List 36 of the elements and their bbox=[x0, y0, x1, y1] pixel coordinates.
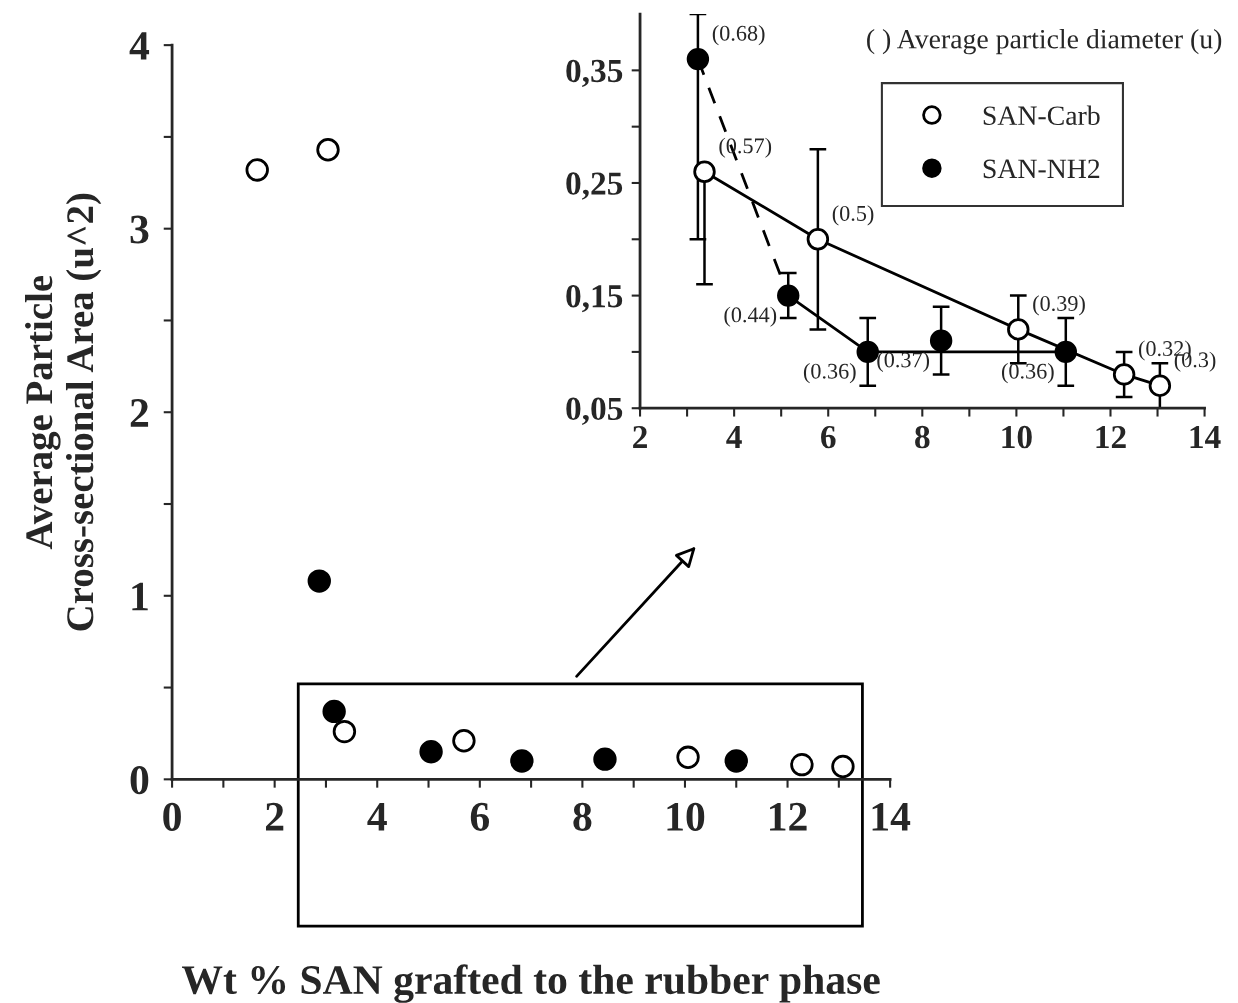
x-tick-label: 14 bbox=[1190, 426, 1221, 449]
annotation: (0.68) bbox=[712, 25, 765, 46]
annotation: (0.44) bbox=[724, 306, 777, 327]
x-tick-label: 14 bbox=[872, 802, 911, 831]
x-tick-label: 12 bbox=[1096, 425, 1126, 449]
y-tick-label: 1 bbox=[132, 582, 148, 611]
y-axis-title: Average Particle Cross-sectional Area (u^2) bbox=[25, 193, 102, 631]
x-tick-label: 4 bbox=[367, 803, 387, 831]
y-tick-label: 4 bbox=[129, 32, 150, 60]
annotation: (0.39) bbox=[1033, 295, 1085, 316]
x-tick-label: 8 bbox=[915, 425, 930, 449]
x-tick-label: 10 bbox=[667, 802, 705, 831]
y-tick-label: 0 bbox=[130, 766, 149, 795]
y-tick-label: 3 bbox=[130, 215, 149, 244]
x-tick-label: 12 bbox=[770, 802, 807, 831]
x-tick-label: 6 bbox=[470, 802, 490, 831]
x-tick-label: 10 bbox=[1002, 425, 1032, 449]
annotation: ( ) Average particle diameter (u) bbox=[867, 29, 1222, 55]
y-tick-label: 0,35 bbox=[566, 59, 623, 88]
y-tick-label: 0,05 bbox=[566, 397, 623, 425]
x-tick-label: 2 bbox=[633, 425, 647, 449]
y-tick-label: 0,25 bbox=[566, 172, 623, 200]
y-tick-label: 2 bbox=[130, 399, 149, 427]
x-tick-label: 2 bbox=[265, 802, 284, 831]
x-tick-label: 8 bbox=[573, 802, 592, 831]
x-tick-label: 4 bbox=[726, 426, 742, 449]
legend-label: SAN-NH2 bbox=[983, 159, 1100, 179]
x-axis-title: Wt % SAN grafted to the rubber phase bbox=[181, 964, 880, 1003]
legend-label: SAN-Carb bbox=[983, 105, 1100, 126]
y-tick-label: 0,15 bbox=[566, 285, 623, 313]
annotation: (0.36) bbox=[803, 363, 856, 384]
x-tick-label: 0 bbox=[163, 802, 181, 831]
annotation: (0.5) bbox=[832, 205, 874, 226]
x-tick-label: 6 bbox=[821, 425, 836, 449]
annotation: (0.36) bbox=[1001, 363, 1054, 384]
annotation: (0.37) bbox=[877, 351, 930, 372]
